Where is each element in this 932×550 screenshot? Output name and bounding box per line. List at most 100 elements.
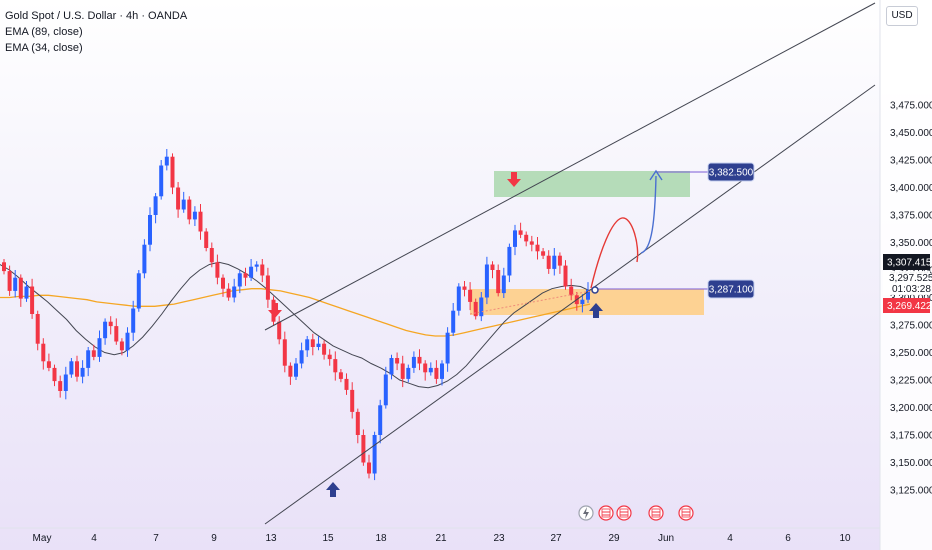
candle-body — [484, 264, 489, 298]
candle-body — [243, 273, 248, 278]
candle-body — [378, 405, 383, 435]
candle-body — [389, 358, 394, 375]
target-price-tag[interactable] — [707, 162, 755, 182]
candle-body — [108, 321, 113, 327]
price-tick-label: 3,475.000 — [890, 101, 932, 112]
down-arrow-icon — [268, 303, 282, 318]
candle-body — [35, 314, 40, 344]
candle-body — [400, 363, 405, 379]
candle-body — [417, 356, 422, 364]
price-tick-label: 3,425.000 — [890, 156, 932, 167]
price-tick-label: 3,400.000 — [890, 183, 932, 194]
time-tick-label: 9 — [211, 533, 217, 544]
down-arrow-icon — [507, 172, 521, 187]
candle-body — [41, 343, 46, 362]
candle-body — [226, 288, 231, 298]
candle-body — [237, 273, 242, 287]
flag-glyph — [601, 508, 611, 518]
up-arrow-icon — [589, 303, 603, 318]
candle-body — [361, 435, 366, 463]
support-price-tag-text: 3,287.100 — [709, 285, 754, 296]
time-tick-label: 7 — [153, 533, 159, 544]
candle-body — [569, 286, 574, 296]
candle-body — [557, 255, 562, 266]
currency-button[interactable]: USD — [886, 6, 918, 26]
chart-legend: Gold Spot / U.S. Dollar · 4h · OANDA EMA… — [5, 8, 187, 56]
candle-body — [13, 277, 18, 291]
upper-channel-line[interactable] — [264, 2, 876, 331]
time-tick-label: 10 — [839, 533, 851, 544]
candle-body — [322, 343, 327, 355]
candle-body — [254, 264, 259, 267]
candle-body — [434, 367, 439, 379]
candle-body — [209, 248, 214, 263]
candle-body — [541, 251, 546, 256]
candle-body — [350, 389, 355, 412]
flag-glyph — [681, 508, 691, 518]
candle-body — [103, 321, 108, 339]
candle-body — [80, 367, 85, 377]
price-tick-label: 3,350.000 — [890, 238, 932, 249]
candle-body — [221, 277, 225, 289]
candle-body — [192, 211, 197, 220]
candle-body — [288, 365, 293, 377]
candle-body — [46, 361, 51, 368]
candle-body — [518, 230, 523, 235]
candle-body — [344, 378, 349, 390]
candle-body — [294, 363, 298, 377]
flag-glyph — [651, 508, 661, 518]
support-price-tag[interactable] — [707, 279, 755, 299]
flag-glyph — [619, 508, 629, 518]
price-tick-label: 3,275.000 — [890, 321, 932, 332]
time-tick-label: 23 — [493, 533, 505, 544]
candle-body — [529, 241, 534, 245]
candle-body — [187, 199, 192, 220]
symbol-title[interactable]: Gold Spot / U.S. Dollar · 4h · OANDA — [5, 10, 188, 22]
candle-body — [159, 165, 164, 197]
candle-body — [333, 359, 338, 373]
candle-body — [456, 286, 461, 311]
candle-body — [2, 262, 6, 272]
time-tick-label: 29 — [608, 533, 620, 544]
up-arrow-icon — [326, 482, 340, 497]
candle-body — [580, 299, 585, 305]
candle-body — [7, 271, 12, 291]
candle-body — [524, 234, 529, 242]
ema-value-tag — [883, 271, 930, 295]
lower-price-tag[interactable] — [883, 298, 930, 313]
candle-body — [282, 339, 287, 366]
candle-body — [316, 343, 321, 347]
candle-body — [310, 339, 315, 347]
candle-body — [411, 356, 416, 368]
candle-body — [586, 289, 590, 300]
candle-body — [176, 187, 181, 210]
time-tick-label: 13 — [265, 533, 277, 544]
last-price-tag[interactable] — [883, 254, 930, 270]
candle-body — [119, 341, 124, 351]
dotted-support-line — [469, 289, 597, 315]
time-tick-label: May — [33, 533, 52, 544]
candle-body — [473, 301, 478, 317]
ema-89-label[interactable]: EMA (89, close) — [5, 26, 83, 38]
lower-channel-line[interactable] — [264, 84, 876, 525]
ema-34-label[interactable]: EMA (34, close) — [5, 42, 83, 54]
candle-body — [367, 462, 371, 474]
price-tick-label: 3,250.000 — [890, 348, 932, 359]
candle-body — [125, 332, 130, 351]
resistance-zone[interactable] — [494, 171, 690, 197]
candle-body — [535, 244, 540, 252]
target-price-tag-text: 3,382.500 — [709, 168, 754, 179]
candle-body — [383, 374, 388, 406]
candle-body — [91, 350, 96, 357]
candle-body — [355, 411, 360, 435]
time-tick-label: 4 — [91, 533, 97, 544]
price-tick-label: 3,225.000 — [890, 376, 932, 387]
candle-body — [563, 265, 568, 287]
candle-body — [462, 286, 467, 290]
candle-body — [153, 196, 158, 215]
candle-body — [97, 338, 102, 357]
candle-body — [232, 286, 237, 298]
projection-arrow-head — [649, 169, 663, 181]
lower-price-text: 3,269.422 — [887, 301, 932, 312]
